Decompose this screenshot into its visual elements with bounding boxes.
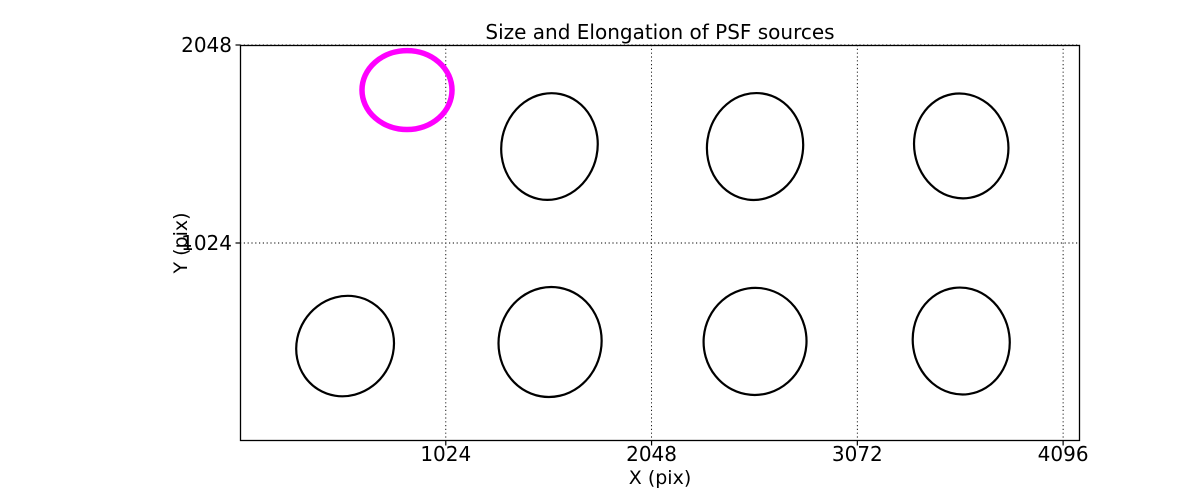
x-tick-label: 4096 (1038, 442, 1089, 466)
y-tick-label: 1024 (181, 231, 232, 255)
x-tick-label: 2048 (626, 442, 677, 466)
psf-ellipse (497, 285, 603, 399)
chart-title: Size and Elongation of PSF sources (485, 20, 835, 44)
y-axis-label: Y (pix) (170, 212, 192, 274)
x-axis-label: X (pix) (628, 467, 692, 489)
psf-ellipse (500, 92, 599, 201)
psf-ellipse (295, 294, 396, 398)
x-tick-label: 1024 (420, 442, 471, 466)
y-tick-label: 2048 (181, 33, 232, 57)
psf-ellipse-highlighted (359, 47, 455, 133)
psf-ellipse (702, 286, 808, 397)
psf-ellipse (912, 92, 1010, 200)
x-tick-label: 3072 (832, 442, 883, 466)
psf-ellipse (911, 286, 1011, 396)
axes-border (239, 44, 1081, 442)
psf-ellipse (705, 91, 805, 202)
